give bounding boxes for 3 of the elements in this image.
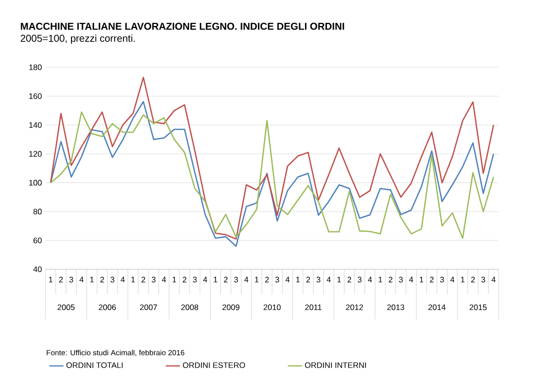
line-series <box>50 76 494 240</box>
chart-subtitle: 2005=100, prezzi correnti. <box>20 34 135 44</box>
chart-title: MACCHINE ITALIANE LAVORAZIONE LEGNO. INDICE DEGLI ORDINI <box>20 22 344 30</box>
